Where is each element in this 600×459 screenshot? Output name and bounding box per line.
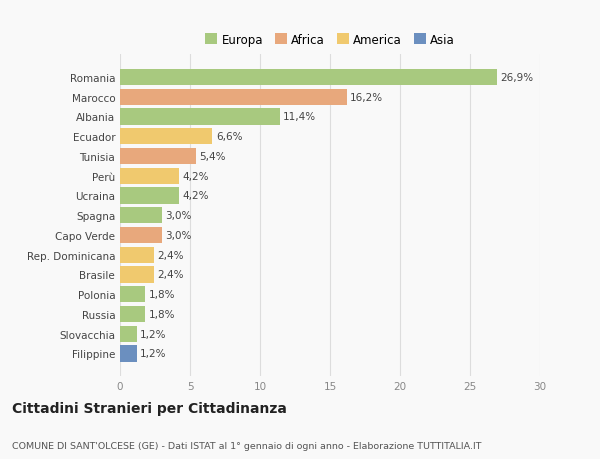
Text: 1,8%: 1,8% bbox=[149, 290, 175, 300]
Text: 2,4%: 2,4% bbox=[157, 250, 184, 260]
Text: 1,2%: 1,2% bbox=[140, 349, 167, 358]
Text: COMUNE DI SANT'OLCESE (GE) - Dati ISTAT al 1° gennaio di ogni anno - Elaborazion: COMUNE DI SANT'OLCESE (GE) - Dati ISTAT … bbox=[12, 441, 482, 450]
Text: 6,6%: 6,6% bbox=[216, 132, 242, 142]
Text: 3,0%: 3,0% bbox=[166, 230, 192, 241]
Bar bbox=[120, 168, 179, 185]
Text: 5,4%: 5,4% bbox=[199, 151, 226, 162]
Bar bbox=[120, 346, 137, 362]
Bar bbox=[120, 286, 145, 302]
Bar bbox=[120, 129, 212, 145]
Bar bbox=[120, 90, 347, 106]
Bar bbox=[120, 326, 137, 342]
Text: 4,2%: 4,2% bbox=[182, 191, 209, 201]
Text: 1,2%: 1,2% bbox=[140, 329, 167, 339]
Bar bbox=[120, 247, 154, 263]
Bar bbox=[120, 306, 145, 322]
Legend: Europa, Africa, America, Asia: Europa, Africa, America, Asia bbox=[200, 29, 460, 51]
Bar bbox=[120, 267, 154, 283]
Text: 2,4%: 2,4% bbox=[157, 270, 184, 280]
Bar bbox=[120, 207, 162, 224]
Bar bbox=[120, 70, 497, 86]
Bar bbox=[120, 188, 179, 204]
Bar bbox=[120, 227, 162, 244]
Text: 4,2%: 4,2% bbox=[182, 171, 209, 181]
Bar bbox=[120, 109, 280, 125]
Text: 16,2%: 16,2% bbox=[350, 92, 383, 102]
Bar bbox=[120, 149, 196, 165]
Text: 1,8%: 1,8% bbox=[149, 309, 175, 319]
Text: 26,9%: 26,9% bbox=[500, 73, 533, 83]
Text: 3,0%: 3,0% bbox=[166, 211, 192, 221]
Text: 11,4%: 11,4% bbox=[283, 112, 316, 122]
Text: Cittadini Stranieri per Cittadinanza: Cittadini Stranieri per Cittadinanza bbox=[12, 402, 287, 415]
